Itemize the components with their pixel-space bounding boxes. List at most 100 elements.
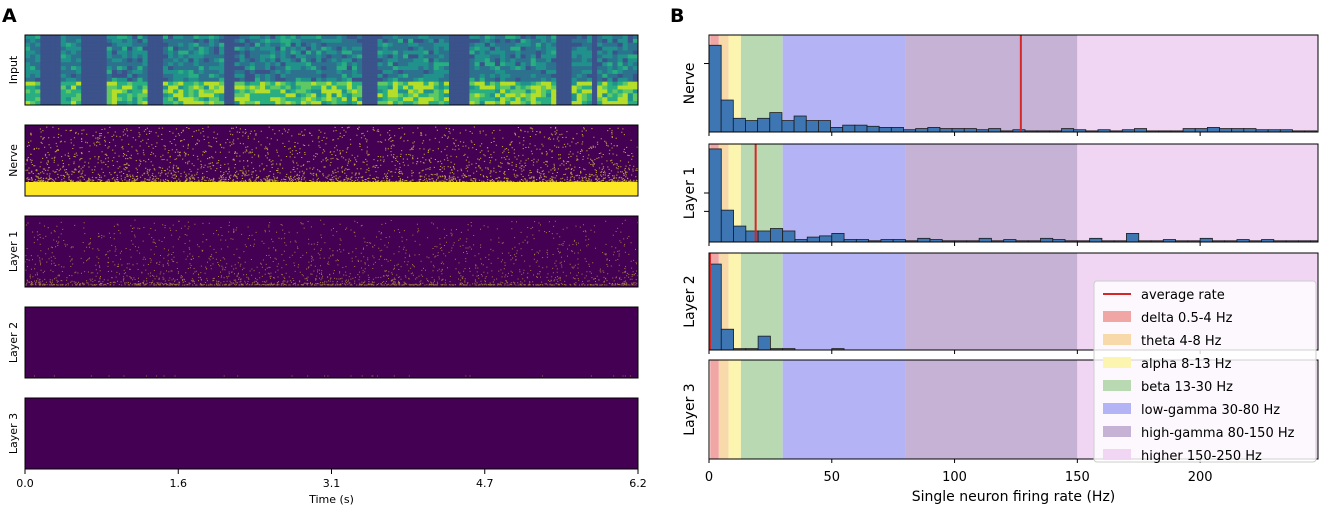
band-higher (1077, 35, 1318, 132)
raster-layer-2 (25, 307, 638, 378)
band-theta (718, 360, 729, 459)
legend-swatch (1103, 334, 1131, 345)
x-tick-label: 0.0 (16, 477, 34, 490)
panel-a-letter: A (2, 5, 17, 27)
histogram-bar (793, 115, 807, 133)
histogram-bar (769, 112, 783, 133)
raster-frame-layer-2 (24, 306, 639, 379)
histogram-bar (1199, 237, 1213, 243)
histogram-bar (720, 328, 734, 351)
histogram-nerve: Nerve (682, 34, 1319, 136)
raster-background (25, 398, 638, 469)
histogram-bar (1231, 128, 1245, 133)
band-high-gamma (905, 144, 1078, 242)
histogram-frame (708, 34, 1319, 133)
raster-frame-nerve (24, 124, 639, 197)
raster-layer-1 (25, 216, 638, 287)
x-tick-label: 50 (824, 470, 841, 485)
band-theta (718, 144, 729, 242)
raster-frame-input (24, 34, 639, 106)
row-label-layer-1: Layer 1 (7, 231, 20, 272)
histogram-bar (782, 230, 796, 243)
band-low-gamma (782, 144, 906, 242)
legend: average rate delta 0.5-4 Hz theta 4-8 Hz al… (1093, 280, 1317, 464)
row-label-layer-3: Layer 3 (7, 413, 20, 454)
raster-nerve (25, 125, 638, 196)
histogram-bar (757, 335, 771, 351)
x-tick-label: 4.7 (476, 477, 494, 490)
histogram-bar (720, 99, 734, 133)
band-beta (740, 360, 783, 459)
histogram-bar (917, 237, 931, 243)
histogram-bar (878, 127, 892, 133)
row-label-layer-2: Layer 2 (7, 322, 20, 363)
row-label-layer-2: Layer 2 (682, 275, 698, 327)
x-tick-label: 150 (1065, 470, 1090, 485)
panel-b-letter: B (670, 5, 684, 27)
dense-band (25, 182, 638, 196)
histogram-bar (963, 128, 977, 133)
band-high-gamma (905, 253, 1078, 350)
band-alpha (728, 360, 741, 459)
legend-label: theta 4-8 Hz (1141, 334, 1222, 349)
histogram-bar (1182, 128, 1196, 133)
histogram-bar (915, 128, 929, 133)
histogram-bar (1194, 128, 1208, 133)
histogram-bar (927, 127, 941, 133)
raster-background (25, 307, 638, 378)
band-theta (718, 35, 729, 132)
row-label-input: Input (7, 55, 20, 84)
histogram-bar (769, 228, 784, 243)
legend-swatch (1103, 449, 1131, 460)
histogram-bar (831, 233, 845, 243)
legend-box (1093, 280, 1317, 463)
band-high-gamma (905, 360, 1078, 459)
x-tick-label: 3.1 (323, 477, 341, 490)
band-low-gamma (782, 360, 906, 459)
histogram-bar (1206, 127, 1220, 133)
raster-background (25, 216, 638, 287)
panel-a-raster: Input Nerve Layer 1 Layer 2 Layer 3 0.0 1.6 3.1… (7, 34, 647, 506)
raster-layer-3 (25, 398, 638, 469)
raster-frame-layer-1 (24, 215, 639, 288)
histogram-bar (854, 124, 868, 133)
legend-label: high-gamma 80-150 Hz (1141, 426, 1295, 441)
band-higher (1077, 144, 1318, 242)
histogram-bar (708, 148, 722, 243)
histogram-bar (1061, 128, 1075, 133)
band-beta (740, 144, 783, 242)
raster-input (25, 35, 638, 105)
band-low-gamma (782, 253, 906, 350)
row-label-layer-1: Layer 1 (682, 167, 698, 219)
legend-label: delta 0.5-4 Hz (1141, 311, 1233, 326)
histogram-bar (1089, 237, 1103, 243)
histogram-bar (1126, 233, 1140, 243)
legend-label: beta 13-30 Hz (1141, 380, 1233, 395)
histogram-bar (817, 120, 831, 133)
histogram-bar (781, 120, 795, 133)
histogram-bar (890, 127, 904, 133)
legend-label-average: average rate (1141, 288, 1225, 303)
histogram-bar (757, 117, 771, 133)
legend-swatch (1103, 357, 1131, 368)
x-axis-label: Time (s) (308, 493, 354, 506)
row-label-layer-3: Layer 3 (682, 383, 698, 435)
legend-label: higher 150-250 Hz (1141, 449, 1262, 464)
x-tick-label: 0 (705, 470, 713, 485)
histogram-bar (806, 236, 820, 243)
histogram-bar (978, 237, 992, 243)
legend-swatch (1103, 311, 1131, 322)
histogram-bar (708, 44, 722, 133)
histogram-bar (733, 225, 747, 243)
row-label-nerve: Nerve (682, 63, 698, 105)
histogram-bar (732, 117, 746, 133)
histogram-bar (951, 128, 965, 133)
x-axis-label: Single neuron firing rate (Hz) (912, 489, 1116, 505)
histogram-bar (1040, 237, 1054, 243)
x-tick-label: 6.2 (629, 477, 647, 490)
x-tick-label: 200 (1188, 470, 1213, 485)
band-theta (718, 253, 729, 350)
legend-label: low-gamma 30-80 Hz (1141, 403, 1280, 418)
band-alpha (728, 253, 741, 350)
